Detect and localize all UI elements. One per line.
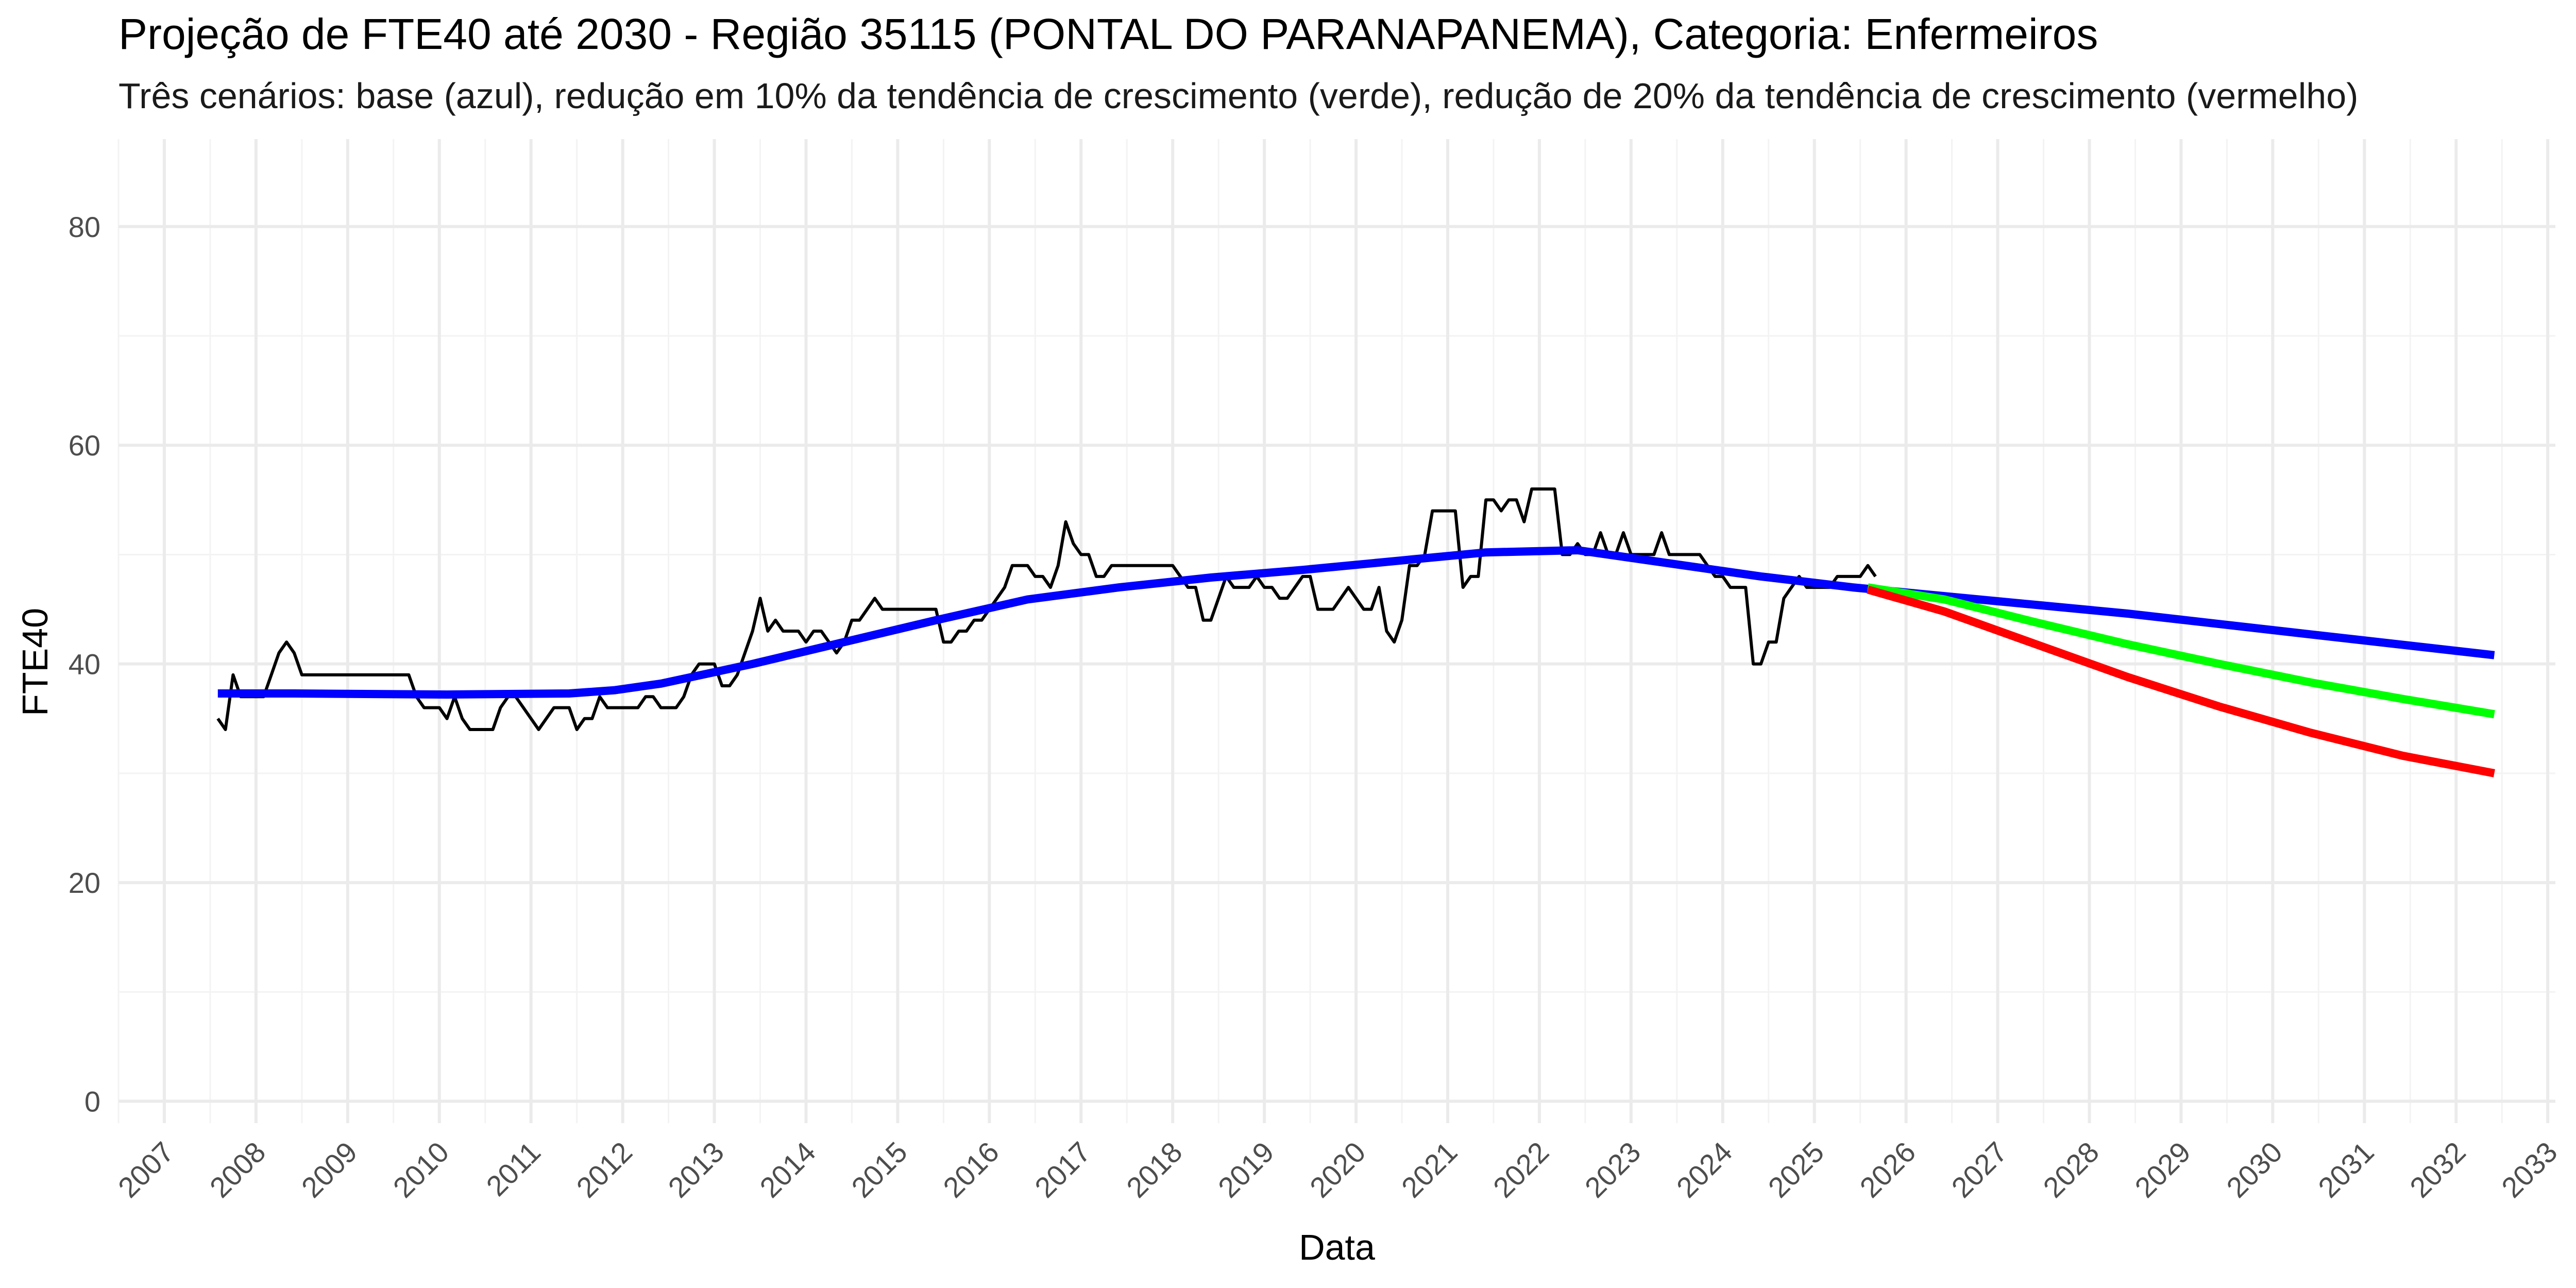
x-tick-label: 2032 <box>2403 1136 2472 1204</box>
x-tick-label: 2008 <box>204 1136 272 1204</box>
y-axis-ticks: 0 20 40 60 80 <box>69 211 100 1118</box>
x-tick-label: 2029 <box>2128 1136 2197 1204</box>
x-axis-title: Data <box>1299 1227 1375 1267</box>
chart-title: Projeção de FTE40 até 2030 - Região 3511… <box>118 10 2098 58</box>
x-tick-label: 2007 <box>112 1136 180 1204</box>
x-tick-label: 2016 <box>937 1136 1005 1204</box>
x-tick-label: 2024 <box>1670 1136 1739 1204</box>
x-tick-label: 2022 <box>1487 1136 1555 1204</box>
y-tick-label: 80 <box>69 211 100 243</box>
x-tick-label: 2011 <box>480 1136 547 1202</box>
x-tick-label: 2030 <box>2220 1136 2289 1204</box>
x-tick-label: 2017 <box>1028 1136 1097 1204</box>
y-tick-label: 0 <box>84 1086 100 1118</box>
y-tick-label: 40 <box>69 648 100 681</box>
series-line-observed <box>216 487 1877 731</box>
major-grid <box>118 139 2555 1123</box>
x-tick-label: 2023 <box>1579 1136 1647 1204</box>
x-tick-label: 2025 <box>1762 1136 1831 1204</box>
x-tick-label: 2014 <box>753 1136 822 1204</box>
x-tick-label: 2033 <box>2495 1136 2564 1204</box>
x-tick-label: 2027 <box>1945 1136 2013 1204</box>
series-layer <box>216 487 2495 777</box>
x-tick-label: 2028 <box>2037 1136 2105 1204</box>
x-tick-label: 2020 <box>1303 1136 1372 1204</box>
x-tick-label: 2026 <box>1854 1136 1922 1204</box>
y-axis-title: FTE40 <box>15 608 55 716</box>
x-tick-label: 2015 <box>845 1136 913 1204</box>
plot-area <box>117 139 2555 1123</box>
x-tick-label: 2018 <box>1120 1136 1189 1204</box>
chart-subtitle: Três cenários: base (azul), redução em 1… <box>118 76 2358 116</box>
series-line-reducao_20 <box>1867 585 2495 777</box>
x-tick-label: 2009 <box>295 1136 364 1204</box>
y-tick-label: 60 <box>69 429 100 462</box>
series-line-reducao_10 <box>1867 583 2495 719</box>
minor-grid <box>117 139 2555 1123</box>
x-tick-label: 2012 <box>570 1136 638 1204</box>
x-tick-label: 2031 <box>2312 1136 2380 1204</box>
x-tick-label: 2021 <box>1395 1136 1464 1204</box>
x-tick-label: 2013 <box>662 1136 730 1204</box>
y-tick-label: 20 <box>69 867 100 899</box>
x-tick-label: 2010 <box>387 1136 455 1204</box>
x-tick-label: 2019 <box>1212 1136 1280 1204</box>
x-axis-ticks: 2007 2008 2009 2010 2011 2012 2013 2014 2015 2016… <box>112 1136 2564 1204</box>
